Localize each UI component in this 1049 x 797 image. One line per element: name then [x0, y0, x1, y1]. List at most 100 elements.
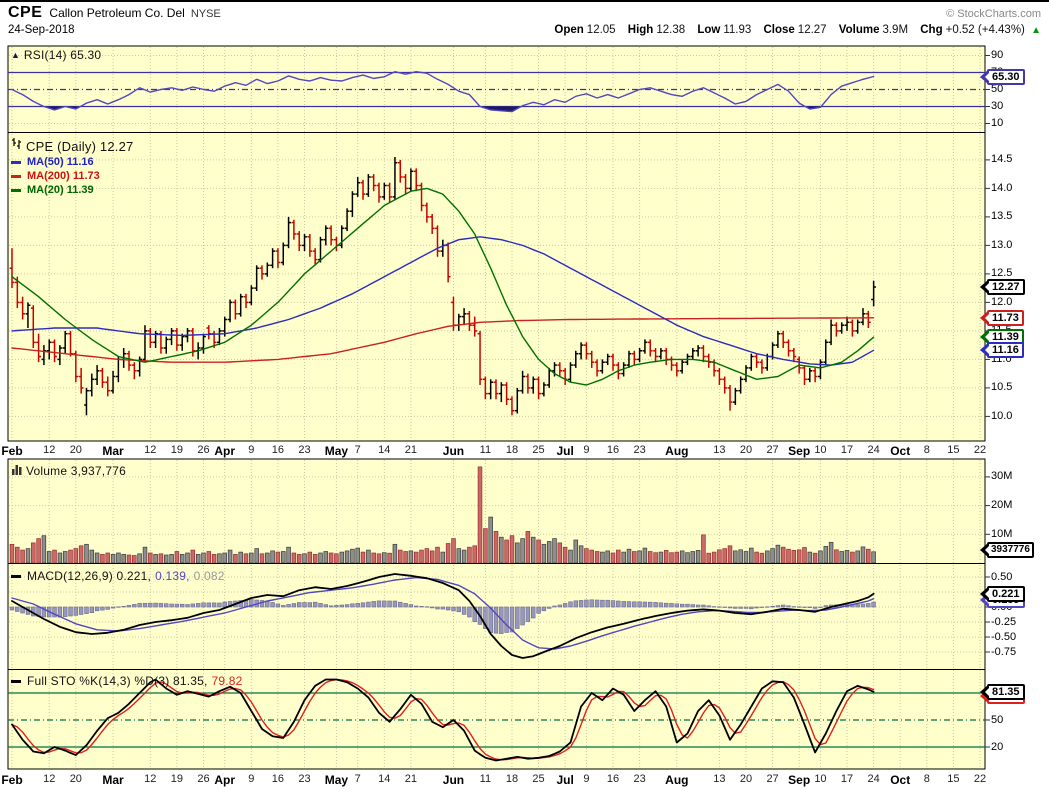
- macd-histogram-bar: [350, 603, 355, 608]
- x-axis-label: 23: [633, 773, 646, 785]
- volume-bar: [440, 551, 446, 564]
- macd-histogram-bar: [323, 604, 328, 608]
- volume-bar: [770, 548, 775, 564]
- macd-histogram-bar: [148, 602, 153, 608]
- volume-bar: [382, 552, 387, 564]
- ma20-line: [11, 187, 875, 386]
- x-axis-label: Jun: [442, 773, 465, 787]
- volume-bar: [594, 551, 600, 564]
- volume-bar: [765, 550, 770, 564]
- macd-histogram-bar: [110, 606, 116, 609]
- macd-histogram-bar: [201, 602, 206, 608]
- exchange-name: NYSE: [190, 8, 221, 20]
- x-axis-label: Jul: [556, 773, 574, 787]
- volume-bar: [467, 546, 472, 564]
- volume-bar: [493, 531, 499, 564]
- volume-bar: [355, 547, 360, 564]
- macd-histogram-bar: [249, 599, 254, 608]
- macd-histogram-bar: [132, 604, 137, 608]
- ma50-legend-label: MA(50) 11.16: [27, 156, 94, 168]
- rsi-legend: ▲ RSI(14) 65.30: [11, 48, 101, 62]
- x-axis-label: Aug: [665, 444, 689, 458]
- macd-histogram-bar: [530, 606, 536, 619]
- high-value: 12.38: [656, 24, 686, 36]
- volume-bar: [179, 554, 185, 564]
- volume-bar: [807, 551, 813, 564]
- macd-histogram-bar: [456, 606, 461, 613]
- volume-bar: [265, 552, 270, 564]
- macd-histogram-bar: [855, 604, 860, 608]
- x-axis-label: 24: [867, 773, 880, 785]
- volume-bar: [690, 551, 696, 564]
- macd-histogram-bar: [483, 606, 488, 629]
- volume-bar: [839, 551, 844, 564]
- volume-bar: [270, 550, 275, 564]
- macd-histogram-bar: [164, 603, 169, 608]
- volume-bar: [445, 543, 451, 564]
- x-axis-label: 22: [973, 773, 987, 785]
- volume-bar: [185, 552, 190, 564]
- low-value: 11.93: [723, 24, 752, 36]
- volume-bar: [227, 549, 233, 564]
- volume-bar: [743, 551, 749, 564]
- macd-histogram-bar: [780, 604, 786, 608]
- macd-histogram-bar: [866, 603, 871, 608]
- x-axis-label: 16: [271, 773, 285, 785]
- volume-bar: [94, 552, 100, 564]
- volume-bar: [318, 552, 323, 564]
- volume-bar: [142, 546, 148, 564]
- volume-bar: [105, 552, 110, 564]
- sto-axis-label: 50: [991, 713, 1004, 726]
- volume-bar: [738, 549, 743, 564]
- volume-bar: [733, 550, 738, 564]
- volume-bar: [477, 466, 483, 564]
- macd-histogram-bar: [594, 599, 600, 608]
- ma20-legend: MA(20) 11.39: [11, 184, 94, 196]
- price-legend-label: CPE (Daily) 12.27: [26, 138, 134, 154]
- volume-bar: [190, 549, 196, 564]
- volume-bar: [137, 553, 142, 564]
- x-axis-label: 9: [583, 444, 590, 456]
- macd-histogram-bar: [312, 601, 318, 608]
- macd-histogram-bar: [658, 602, 664, 608]
- x-axis-label: Mar: [102, 444, 124, 458]
- volume-bar: [78, 545, 84, 564]
- x-axis-label: 9: [248, 773, 255, 785]
- macd-histogram-bar: [818, 606, 823, 608]
- volume-bar: [461, 549, 467, 564]
- volume-bar: [238, 551, 243, 564]
- x-axis-label: 12: [144, 444, 157, 456]
- x-axis-label: 16: [606, 773, 620, 785]
- volume-bar: [408, 550, 414, 564]
- macd-histogram-bar: [738, 606, 743, 609]
- volume-bar: [89, 549, 95, 564]
- macd-histogram-bar: [695, 604, 701, 608]
- volume-bar: [451, 538, 456, 564]
- x-axis-label: Feb: [1, 773, 23, 787]
- macd-histogram-bar: [180, 603, 185, 608]
- price-legend: CPE (Daily) 12.27: [11, 137, 133, 155]
- macd-histogram-bar: [382, 600, 387, 608]
- macd-histogram-bar: [116, 606, 121, 608]
- x-axis-label: Mar: [102, 773, 124, 787]
- x-axis-label: 12: [144, 773, 157, 785]
- macd-histogram-bar: [94, 606, 100, 612]
- rsi-axis-label: 10: [991, 117, 1004, 129]
- macd-histogram-bar: [302, 602, 307, 608]
- macd-histogram-bar: [185, 604, 190, 608]
- macd-histogram-bar: [605, 599, 610, 608]
- volume-bar: [206, 551, 212, 564]
- macd-histogram-bar: [765, 606, 770, 608]
- macd-histogram-bar: [461, 606, 467, 615]
- volume-bar: [307, 551, 313, 564]
- volume-bar: [158, 553, 164, 564]
- macd-histogram-bar: [796, 606, 802, 608]
- macd-histogram-bar: [791, 606, 797, 608]
- macd-histogram-bar: [196, 603, 201, 608]
- top-border: [0, 0, 1049, 2]
- price-axis-label: 12.5: [991, 267, 1013, 280]
- x-axis-label: 23: [298, 773, 311, 785]
- volume-bar: [530, 536, 536, 564]
- macd-histogram-bar: [121, 606, 126, 608]
- macd-axis-label: 0.50: [991, 570, 1013, 583]
